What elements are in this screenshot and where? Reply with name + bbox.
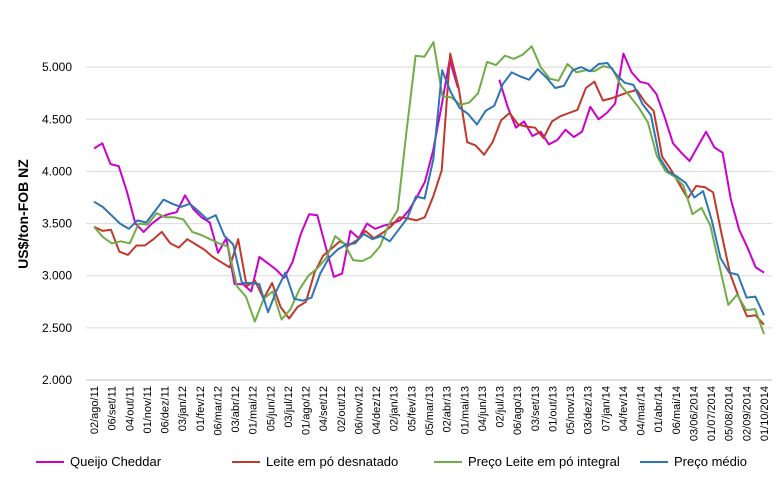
x-tick-label: 05/mar/13 [424, 386, 436, 436]
series-line-3 [93, 41, 765, 335]
x-tick-label: 05/08/2014 [724, 386, 736, 441]
x-tick-label: 03/dez/13 [583, 386, 595, 434]
x-tick-label: 06/ago/13 [512, 386, 524, 435]
x-tick-label: 01/out/13 [547, 386, 559, 432]
y-axis-ticks: 2.000 2.500 3.000 3.500 4.000 4.500 5.000 [42, 60, 72, 387]
x-tick-label: 02/jul/13 [495, 386, 507, 428]
y-tick-label: 2.000 [42, 373, 72, 387]
x-tick-label: 01/ago/12 [301, 386, 313, 435]
x-tick-label: 05/nov/13 [565, 386, 577, 434]
x-tick-label: 03/jul/12 [283, 386, 295, 428]
x-tick-label: 02/jan/13 [389, 386, 401, 431]
x-tick-label: 04/mar/14 [636, 386, 648, 436]
series-line-4 [93, 62, 765, 316]
x-tick-label: 01/abr/14 [653, 386, 665, 432]
series-line-1 [93, 52, 765, 293]
x-tick-label: 01/mai/12 [248, 386, 260, 434]
y-tick-label: 5.000 [42, 60, 72, 74]
x-tick-label: 03/set/13 [530, 386, 542, 431]
x-tick-label: 01/07/2014 [706, 386, 718, 441]
y-axis-title: US$/ton-FOB NZ [15, 159, 31, 269]
y-tick-label: 2.500 [42, 321, 72, 335]
x-tick-label: 06/set/11 [107, 386, 119, 430]
x-tick-label: 06/mai/14 [671, 386, 683, 434]
x-tick-label: 01/nov/11 [142, 386, 154, 434]
series-lines [93, 41, 765, 335]
x-tick-label: 04/set/12 [318, 386, 330, 431]
x-tick-label: 04/fev/14 [618, 386, 630, 431]
legend-label: Queijo Cheddar [70, 454, 162, 469]
legend-label: Preço Leite em pó integral [468, 454, 620, 469]
x-tick-label: 03/06/2014 [688, 386, 700, 441]
x-tick-label: 05/jun/12 [265, 386, 277, 431]
x-tick-label: 04/out/11 [124, 386, 136, 431]
x-tick-label: 06/mar/12 [212, 386, 224, 436]
x-tick-label: 02/out/12 [336, 386, 348, 432]
x-tick-label: 02/ago/11 [89, 386, 101, 434]
x-tick-label: 02/09/2014 [741, 386, 753, 441]
x-tick-label: 05/fev/13 [406, 386, 418, 431]
x-tick-label: 03/abr/12 [230, 386, 242, 432]
x-tick-label: 01/fev/12 [195, 386, 207, 431]
x-tick-label: 04/jun/13 [477, 386, 489, 431]
x-tick-label: 01/mai/13 [459, 386, 471, 434]
x-tick-label: 02/abr/13 [442, 386, 454, 432]
x-tick-label: 07/jan/14 [600, 386, 612, 431]
x-tick-label: 01/10/2014 [759, 386, 771, 441]
x-tick-label: 06/nov/12 [353, 386, 365, 434]
legend-label: Leite em pó desnatado [266, 454, 398, 469]
x-tick-label: 03/jan/12 [177, 386, 189, 431]
x-tick-label: 06/dez/11 [160, 386, 172, 434]
y-tick-label: 4.000 [42, 164, 72, 178]
legend-label: Preço médio [674, 454, 747, 469]
y-tick-label: 3.000 [42, 269, 72, 283]
y-tick-label: 4.500 [42, 112, 72, 126]
x-axis-ticks: 02/ago/11 06/set/11 04/out/11 01/nov/11 06/d… [89, 386, 771, 441]
legend: Queijo Cheddar Leite em pó desnatado Preço… [36, 454, 747, 469]
grid-lines [86, 66, 772, 381]
series-line-2 [93, 52, 765, 326]
x-tick-label: 04/dez/12 [371, 386, 383, 434]
y-tick-label: 3.500 [42, 217, 72, 231]
